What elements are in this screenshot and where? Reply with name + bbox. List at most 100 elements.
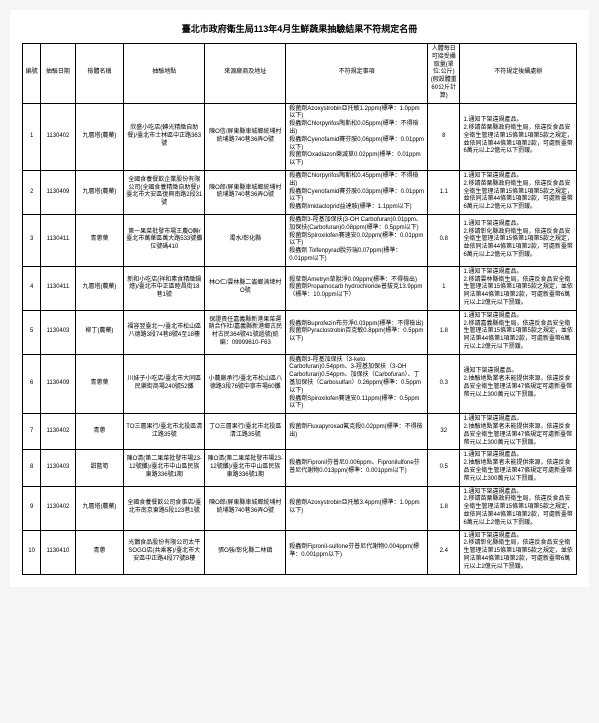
cell-no: 1 [23, 103, 41, 170]
cell-adi: 8 [428, 103, 460, 170]
cell-no: 3 [23, 214, 41, 266]
header-src: 來源廠商及地址 [205, 44, 286, 104]
cell-viol: 1.通知下架違規產品。2.移請苗栗縣政府衛生局，依違反食品安全衛生管理法第15條… [460, 486, 577, 530]
header-adi: 人體每日可接受攝取量(單位:公斤)(假設體重60公斤計算) [428, 44, 460, 104]
cell-no: 6 [23, 354, 41, 414]
cell-date: 1130409 [41, 170, 75, 214]
cell-viol: 1.通知下架違規產品。2.移請苗栗縣政府衛生局，依違反食品安全衛生管理法第15條… [460, 103, 577, 170]
cell-name: 青蔥葉 [75, 214, 124, 266]
cell-res: 殺蟲劑Chlorpyrifos陶斯松0.45ppm(標準：不得檢出)殺蟲劑Cye… [286, 170, 428, 214]
cell-res: 殺蟲劑Fipronil-sulfone芬普尼代謝物0.004ppm(標準：0.0… [286, 530, 428, 574]
cell-date: 1130402 [41, 486, 75, 530]
cell-name: 青蔥葉 [75, 354, 124, 414]
cell-no: 2 [23, 170, 41, 214]
cell-src: 保證貴任嘉義縣新港果菜運銷合作社/嘉義縣新港鄉古民村古民364號41號遞號(統編… [205, 310, 286, 354]
cell-res: 殺蟲劑Buprofezin布芬淨0.03ppm(標準：不得檢出)殺菌劑Pyrac… [286, 310, 428, 354]
header-name: 檢體名稱 [75, 44, 124, 104]
cell-name: 九層塔(農藥) [75, 486, 124, 530]
cell-loc: 福容翌臺北一/臺北市松山區八德路3段74巷8號4至18樓 [124, 310, 205, 354]
inspection-report-page: 臺北市政府衛生局113年4月生鮮蔬果抽驗結果不符規定名冊 編號 抽驗日期 檢體名… [10, 10, 589, 587]
table-body: 11130402九層塔(農藥)欣盛小吃店(轉光精緻自助餐)/臺北市士林區中正路3… [23, 103, 577, 574]
header-res: 不符規定事項 [286, 44, 428, 104]
header-viol: 不符規定後續處辦 [460, 44, 577, 104]
cell-src: 陳O清(第二果菜批發市場23-12號攤)/臺北市中山區民族東路336號1期 [205, 450, 286, 486]
header-date: 抽驗日期 [41, 44, 75, 104]
cell-date: 1130403 [41, 310, 75, 354]
cell-loc: 新和小吃店(祥和素食精緻鍋燴)/臺北市中正區睦昌街18巷1號 [124, 266, 205, 310]
cell-no: 8 [23, 450, 41, 486]
cell-viol: 通知下架違規產品。2.抽驗地點業者未能提供來源，依違反食品安全衛生管理法第47條… [460, 354, 577, 414]
cell-no: 5 [23, 310, 41, 354]
cell-viol: 1.通知下架違規產品。2.移請雲林縣衛生局，依違反食品安全衛生管理法第15條第1… [460, 266, 577, 310]
cell-src: 張O強/彰化縣二林鎮 [205, 530, 286, 574]
cell-no: 10 [23, 530, 41, 574]
cell-viol: 1.通知下架違規產品。2.移請彰化縣政府衛生局，依違反食品安全衛生管理法第15條… [460, 214, 577, 266]
table-header: 編號 抽驗日期 檢體名稱 抽驗地點 來源廠商及地址 不符規定事項 人體每日可接受… [23, 44, 577, 104]
cell-name: 青蔥 [75, 414, 124, 450]
cell-loc: 光鵝食品股份有限公司太平SOGO店(共乘客)/臺北市大安區中正路4段77號B樓 [124, 530, 205, 574]
cell-src: 林O仁/雲林縣二崙鄉湳埤村O號 [205, 266, 286, 310]
cell-loc: 陳O清(第二果菜批發市場23-12號攤)/臺北市中山區民族東路336號1期 [124, 450, 205, 486]
cell-date: 1130409 [41, 354, 75, 414]
cell-no: 7 [23, 414, 41, 450]
cell-date: 1130403 [41, 450, 75, 486]
cell-res: 殺蟲劑Fipronil芬普尼0.006ppm、Fipronilulfone芬普尼… [286, 450, 428, 486]
cell-loc: 全國食養餐飲公司食事店/臺北市南京東路5段123巷1號 [124, 486, 205, 530]
cell-name: 甜藍筍 [75, 450, 124, 486]
cell-name: 九層塔(農藥) [75, 266, 124, 310]
cell-adi: 0.3 [428, 354, 460, 414]
cell-src: 陳O信/屏東縣車城鄉統埔村統埔路740巷36弄O號 [205, 103, 286, 170]
cell-res: 殺蟲劑3-羥基加保扶(3-OH Carbofuran)0.01ppm、加保扶(C… [286, 214, 428, 266]
header-loc: 抽驗地點 [124, 44, 205, 104]
cell-viol: 1.通知下架違規產品。2.抽驗地點業者未能提供來源，依違反食品安全衛生管理法第4… [460, 414, 577, 450]
cell-res: 殺菌劑Fluxapyroxad氟克殺0.02ppm(標準：不得檢出) [286, 414, 428, 450]
cell-loc: 全國食養餐飲企業股份有限公司(全國食養精緻自助餐)/臺北市大安區復興南路2段31… [124, 170, 205, 214]
cell-date: 1130411 [41, 214, 75, 266]
cell-date: 1130402 [41, 414, 75, 450]
header-no: 編號 [23, 44, 41, 104]
report-title: 臺北市政府衛生局113年4月生鮮蔬果抽驗結果不符規定名冊 [22, 22, 577, 35]
table-row: 21130409九層塔(農藥)全國食養餐飲企業股份有限公司(全國食養精緻自助餐)… [23, 170, 577, 214]
cell-adi: 1.8 [428, 310, 460, 354]
cell-adi: 1.1 [428, 170, 460, 214]
cell-name: 九層塔(農藥) [75, 103, 124, 170]
cell-adi: 1 [428, 266, 460, 310]
cell-viol: 1.通知下架違規產品。2.移請彰化縣衛生局，依違反食品安全衛生管理法第15條第1… [460, 530, 577, 574]
table-row: 11130402九層塔(農藥)欣盛小吃店(轉光精緻自助餐)/臺北市士林區中正路3… [23, 103, 577, 170]
cell-viol: 1.通知下架違規產品。2.抽驗地點業者未能提供來源，依違反食品安全衛生管理法第4… [460, 450, 577, 486]
cell-src: 陳O郎/屏東縣車城鄉統埔村統埔路740巷36弄O號 [205, 170, 286, 214]
cell-res: 殺蟲劑3-羥基加保扶（3-keto Carbofuran)0.54ppm、3-羥… [286, 354, 428, 414]
cell-name: 九層塔(農藥) [75, 170, 124, 214]
cell-res: 殺草劑Ametryn草脫淨0.09ppm(標準：不得檢出)殺菌劑Propamoc… [286, 266, 428, 310]
cell-adi: 0.5 [428, 450, 460, 486]
cell-loc: TO三層果行/臺北市北投區清江路35號 [124, 414, 205, 450]
table-row: 91130402九層塔(農藥)全國食養餐飲公司食事店/臺北市南京東路5段123巷… [23, 486, 577, 530]
cell-viol: 1.通知下架違規產品。2.移請苗栗縣政府衛生局，依違反食品安全衛生管理法第15條… [460, 170, 577, 214]
cell-res: 殺菌劑Azoxystrobin亞托敏3.4ppm(標準：1.0ppm以下) [286, 486, 428, 530]
cell-date: 1130402 [41, 103, 75, 170]
table-row: 31130411青蔥葉第一果菜批發市場王農O聯/臺北市萬華區萬大路533號攤位號… [23, 214, 577, 266]
cell-adi: 1.8 [428, 486, 460, 530]
table-row: 71130402青蔥TO三層果行/臺北市北投區清江路35號丁O三層果行/臺北市北… [23, 414, 577, 450]
cell-adi: 2.4 [428, 530, 460, 574]
cell-loc: 川妹子小吃店/臺北市大同區民樂街商場240號52攤 [124, 354, 205, 414]
results-table: 編號 抽驗日期 檢體名稱 抽驗地點 來源廠商及地址 不符規定事項 人體每日可接受… [22, 43, 577, 575]
cell-src: 丁O三層果行/臺北市北投區清江路35號 [205, 414, 286, 450]
cell-src: 小農廠承行/臺北市松山區八德路3段76號中寧市場60攤 [205, 354, 286, 414]
table-row: 61130409青蔥葉川妹子小吃店/臺北市大同區民樂街商場240號52攤小農廠承… [23, 354, 577, 414]
table-row: 81130403甜藍筍陳O清(第二果菜批發市場23-12號攤)/臺北市中山區民族… [23, 450, 577, 486]
cell-date: 1130411 [41, 266, 75, 310]
cell-date: 1130410 [41, 530, 75, 574]
table-row: 51130403柳丁(農藥)福容翌臺北一/臺北市松山區八德路3段74巷8號4至1… [23, 310, 577, 354]
cell-name: 青蔥 [75, 530, 124, 574]
cell-name: 柳丁(農藥) [75, 310, 124, 354]
cell-loc: 第一果菜批發市場王農O聯/臺北市萬華區萬大路533號攤位號碼410 [124, 214, 205, 266]
cell-adi: 0.8 [428, 214, 460, 266]
cell-no: 9 [23, 486, 41, 530]
cell-viol: 1.通知下架違規產品。2.移請嘉義縣衛生局，依違反食品安全衛生管理法第15條第1… [460, 310, 577, 354]
cell-no: 4 [23, 266, 41, 310]
cell-src: 濁水/彰化縣 [205, 214, 286, 266]
table-row: 101130410青蔥光鵝食品股份有限公司太平SOGO店(共乘客)/臺北市大安區… [23, 530, 577, 574]
cell-adi: 32 [428, 414, 460, 450]
cell-src: 陳O郎/屏東縣車城鄉統埔村統埔路740巷36弄O號 [205, 486, 286, 530]
